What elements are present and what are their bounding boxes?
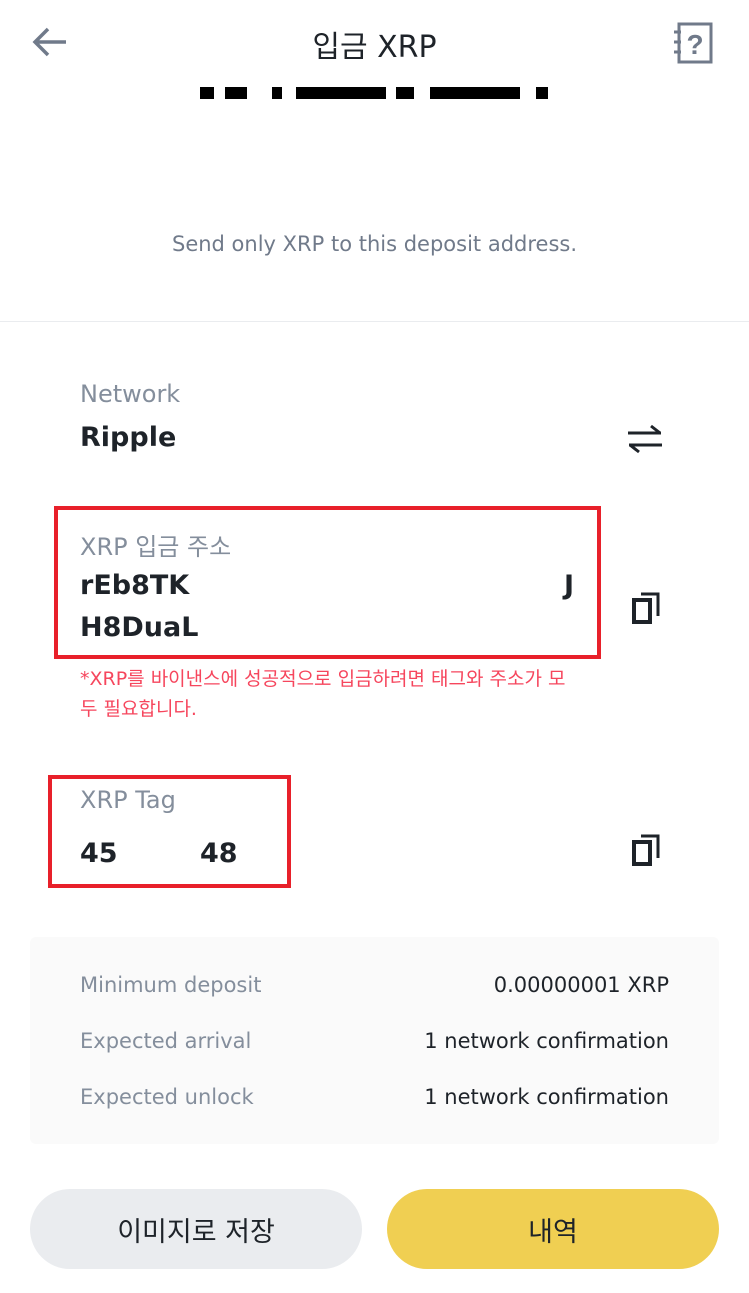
network-label: Network (80, 380, 181, 408)
tag-value-start: 45 (80, 838, 118, 869)
deposit-notice: Send only XRP to this deposit address. (171, 232, 578, 256)
svg-text:?: ? (686, 29, 703, 60)
info-key: Expected unlock (80, 1085, 254, 1109)
save-image-button[interactable]: 이미지로 저장 (30, 1189, 362, 1269)
address-line2: H8DuaL (80, 612, 199, 643)
back-arrow-icon[interactable] (30, 24, 70, 60)
info-key: Expected arrival (80, 1029, 252, 1053)
divider (0, 321, 749, 322)
info-row-arrival: Expected arrival 1 network confirmation (80, 1029, 669, 1053)
tag-label: XRP Tag (80, 786, 176, 814)
help-icon[interactable]: ? (670, 22, 714, 64)
address-highlight (54, 506, 601, 659)
info-row-unlock: Expected unlock 1 network confirmation (80, 1085, 669, 1109)
info-key: Minimum deposit (80, 973, 262, 997)
address-label: XRP 입금 주소 (80, 533, 232, 561)
tag-value-end: 48 (200, 838, 238, 869)
address-line1-end: J (564, 570, 575, 601)
page-title: 입금 XRP (312, 30, 437, 65)
address-line1-start: rEb8TK (80, 570, 190, 601)
history-button[interactable]: 내역 (387, 1189, 719, 1269)
tag-highlight (48, 775, 291, 888)
network-value: Ripple (80, 422, 177, 453)
tag-warning: *XRP를 바이낸스에 성공적으로 입금하려면 태그와 주소가 모두 필요합니다… (80, 668, 566, 720)
deposit-info-panel: Minimum deposit 0.00000001 XRP Expected a… (30, 937, 719, 1144)
info-value: 1 network confirmation (424, 1029, 669, 1053)
copy-address-icon[interactable] (632, 590, 660, 624)
swap-network-icon[interactable] (626, 424, 664, 454)
info-value: 0.00000001 XRP (493, 973, 669, 997)
info-value: 1 network confirmation (424, 1085, 669, 1109)
copy-tag-icon[interactable] (632, 832, 660, 866)
info-row-minimum: Minimum deposit 0.00000001 XRP (80, 973, 669, 997)
